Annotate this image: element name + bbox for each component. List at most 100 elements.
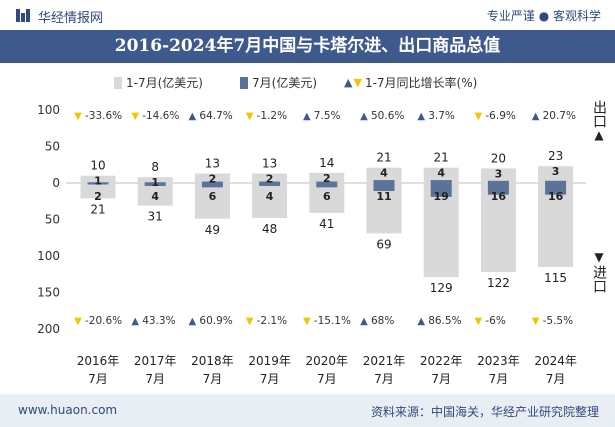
x-category-label-year: 2018年: [191, 354, 234, 368]
export-monthly-label: 2: [266, 173, 274, 186]
x-category-label-year: 2024年: [534, 354, 577, 368]
export-down-triangle-icon: ▼: [246, 111, 254, 122]
y-tick-label: 150: [37, 286, 60, 300]
export-cumulative-label: 23: [548, 149, 563, 163]
data-source: 资料来源：中国海关，华经产业研究院整理: [370, 405, 599, 419]
x-category-label-year: 2020年: [306, 354, 349, 368]
export-cumulative-label: 8: [151, 160, 159, 174]
import-down-triangle-icon: ▼: [475, 316, 483, 327]
export-monthly-bar: [487, 180, 509, 183]
x-category-label-month: 7月: [145, 372, 165, 386]
import-down-arrow-icon: ▼: [594, 250, 604, 264]
export-up-triangle-icon: ▲: [417, 111, 425, 122]
top-bar: 华经情报网 专业严谨 ● 客观科学: [0, 0, 615, 30]
export-up-triangle-icon: ▲: [360, 111, 368, 122]
export-growth-label: 50.6%: [371, 110, 404, 122]
export-monthly-label: 1: [94, 175, 102, 188]
export-monthly-label: 4: [380, 167, 388, 180]
export-monthly-bar: [201, 181, 223, 183]
import-down-triangle-icon: ▼: [246, 316, 254, 327]
x-category-label-month: 7月: [317, 372, 337, 386]
export-cumulative-label: 13: [205, 157, 220, 171]
import-cumulative-bar: [366, 183, 402, 234]
export-monthly-label: 4: [437, 167, 445, 180]
export-cumulative-label: 14: [319, 156, 334, 170]
import-up-triangle-icon: ▲: [131, 316, 139, 327]
legend-label-cumulative: 1-7月(亿美元): [126, 76, 203, 90]
huajing-logo-icon: [16, 9, 30, 22]
import-growth-label: 60.9%: [199, 315, 232, 327]
import-cumulative-label: 115: [544, 271, 567, 285]
export-monthly-bar: [430, 180, 452, 183]
export-monthly-bar: [545, 180, 567, 183]
x-category-label-month: 7月: [374, 372, 394, 386]
export-cumulative-bar: [309, 172, 345, 183]
import-growth-label: 68%: [371, 315, 394, 327]
legend-swatch-monthly: [240, 76, 248, 89]
import-up-triangle-icon: ▲: [360, 316, 368, 327]
import-cumulative-label: 69: [376, 237, 391, 251]
x-category-label-month: 7月: [546, 372, 566, 386]
y-tick-label: 50: [45, 140, 60, 154]
export-monthly-bar: [373, 180, 395, 183]
import-monthly-bar: [545, 183, 567, 195]
export-cumulative-bar: [366, 167, 402, 183]
import-cumulative-label: 49: [205, 223, 220, 237]
import-monthly-label: 11: [376, 190, 391, 203]
legend-up-triangle-icon: ▲: [344, 76, 353, 89]
export-growth-label: 7.5%: [314, 110, 341, 122]
import-label-text: 进口: [591, 265, 607, 293]
import-growth-label: -20.6%: [85, 315, 122, 327]
x-category-label-year: 2016年: [77, 354, 120, 368]
export-down-triangle-icon: ▼: [475, 111, 483, 122]
x-category-label-month: 7月: [260, 372, 280, 386]
import-monthly-label: 6: [323, 190, 331, 203]
x-category-label-year: 2022年: [420, 354, 463, 368]
import-growth-label: 43.3%: [142, 315, 175, 327]
x-category-label-month: 7月: [203, 372, 223, 386]
import-side-label: ▼ 进口: [591, 250, 607, 293]
x-category-label-month: 7月: [489, 372, 509, 386]
export-cumulative-bar: [137, 177, 173, 183]
import-up-triangle-icon: ▲: [189, 316, 197, 327]
y-tick-label: 100: [37, 103, 60, 117]
import-cumulative-bar: [137, 183, 173, 206]
legend-item-cumulative: 1-7月(亿美元): [114, 74, 203, 91]
export-monthly-bar: [316, 181, 338, 183]
import-growth-label: 86.5%: [428, 315, 461, 327]
import-growth-label: -6%: [485, 315, 505, 327]
website-url[interactable]: www.huaon.com: [18, 403, 118, 417]
export-up-triangle-icon: ▲: [189, 111, 197, 122]
export-monthly-label: 1: [151, 176, 159, 189]
import-cumulative-bar: [194, 183, 230, 219]
x-category-label-year: 2017年: [134, 354, 177, 368]
import-monthly-bar: [144, 183, 166, 186]
legend-item-monthly: 7月(亿美元): [240, 74, 317, 91]
import-growth-label: -15.1%: [314, 315, 351, 327]
export-cumulative-label: 10: [90, 159, 105, 173]
import-cumulative-bar: [252, 183, 288, 219]
x-category-label-year: 2019年: [248, 354, 291, 368]
chart-title: 2016-2024年7月中国与卡塔尔进、出口商品总值: [0, 30, 615, 63]
slogan: 专业严谨 ● 客观科学: [486, 9, 601, 23]
chart-legend: 1-7月(亿美元) 7月(亿美元) ▲ ▼ 1-7月同比增长率(%): [0, 72, 615, 92]
export-monthly-label: 2: [323, 172, 331, 185]
import-cumulative-bar: [480, 183, 516, 273]
y-tick-label: 200: [37, 322, 60, 336]
import-cumulative-label: 48: [262, 222, 277, 236]
footer: www.huaon.com 资料来源：中国海关，华经产业研究院整理: [0, 394, 615, 427]
export-cumulative-bar: [538, 166, 574, 183]
import-monthly-label: 2: [94, 190, 102, 203]
import-monthly-bar: [87, 183, 109, 185]
import-monthly-label: 4: [266, 190, 274, 203]
legend-label-growth: 1-7月同比增长率(%): [364, 76, 478, 90]
export-monthly-bar: [144, 182, 166, 183]
import-monthly-bar: [259, 183, 281, 186]
import-monthly-label: 6: [209, 190, 217, 203]
export-up-triangle-icon: ▲: [532, 111, 540, 122]
x-category-label-month: 7月: [88, 372, 108, 386]
import-cumulative-label: 41: [319, 217, 334, 231]
x-category-label-year: 2021年: [363, 354, 406, 368]
import-monthly-bar: [487, 183, 509, 195]
